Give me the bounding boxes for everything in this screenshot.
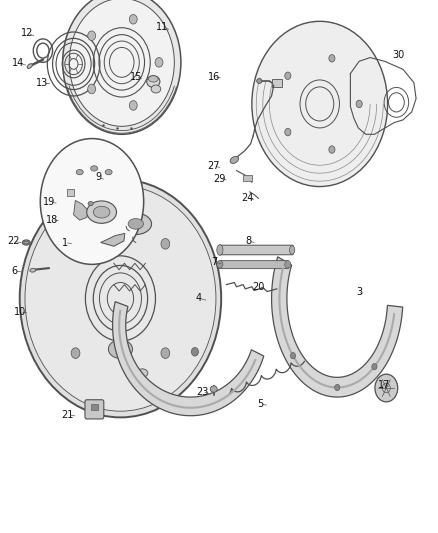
Ellipse shape — [290, 246, 295, 254]
Text: 23: 23 — [196, 387, 208, 397]
Circle shape — [155, 58, 163, 67]
Text: 15: 15 — [130, 72, 142, 82]
Ellipse shape — [230, 156, 239, 164]
Text: 16: 16 — [208, 72, 220, 82]
Circle shape — [88, 84, 95, 94]
Ellipse shape — [20, 180, 221, 417]
Circle shape — [356, 100, 362, 108]
Text: 29: 29 — [213, 174, 225, 183]
Circle shape — [63, 0, 181, 134]
Ellipse shape — [22, 240, 30, 245]
Polygon shape — [113, 302, 264, 416]
Text: 11: 11 — [156, 22, 168, 31]
FancyBboxPatch shape — [67, 189, 74, 196]
Polygon shape — [272, 257, 403, 397]
Text: 22: 22 — [7, 237, 19, 246]
Circle shape — [290, 352, 296, 359]
Ellipse shape — [93, 206, 110, 218]
Ellipse shape — [151, 85, 161, 93]
Circle shape — [335, 384, 340, 391]
Ellipse shape — [88, 201, 93, 206]
Text: 10: 10 — [14, 307, 26, 317]
Ellipse shape — [108, 340, 132, 358]
Ellipse shape — [137, 369, 148, 377]
Circle shape — [329, 54, 335, 62]
FancyBboxPatch shape — [243, 175, 252, 181]
Text: 30: 30 — [392, 51, 405, 60]
Text: 4: 4 — [196, 294, 202, 303]
Text: 9: 9 — [95, 173, 101, 182]
Ellipse shape — [25, 186, 216, 411]
Text: 5: 5 — [258, 399, 264, 409]
Text: 1: 1 — [62, 238, 68, 247]
Circle shape — [329, 146, 335, 154]
Text: 20: 20 — [252, 282, 265, 292]
Circle shape — [161, 348, 170, 359]
Circle shape — [217, 261, 223, 268]
Ellipse shape — [217, 245, 223, 255]
Polygon shape — [101, 233, 125, 246]
Ellipse shape — [91, 166, 98, 171]
Circle shape — [71, 238, 80, 249]
Circle shape — [88, 31, 95, 41]
Circle shape — [129, 14, 137, 24]
Circle shape — [161, 238, 170, 249]
Circle shape — [129, 101, 137, 110]
FancyBboxPatch shape — [91, 404, 98, 410]
FancyBboxPatch shape — [272, 79, 282, 87]
Ellipse shape — [24, 241, 28, 244]
Ellipse shape — [27, 64, 32, 68]
Ellipse shape — [257, 78, 262, 84]
Text: 14: 14 — [12, 58, 25, 68]
Circle shape — [285, 72, 291, 79]
Ellipse shape — [105, 169, 112, 175]
Text: 7: 7 — [212, 257, 218, 267]
Ellipse shape — [30, 268, 36, 272]
Text: 21: 21 — [62, 410, 74, 419]
Ellipse shape — [76, 169, 83, 175]
Text: 12: 12 — [21, 28, 34, 38]
Ellipse shape — [210, 386, 217, 392]
Ellipse shape — [128, 219, 144, 229]
Text: 24: 24 — [241, 193, 254, 203]
Circle shape — [252, 21, 388, 187]
Text: 18: 18 — [46, 215, 58, 224]
FancyBboxPatch shape — [219, 245, 293, 255]
Text: 3: 3 — [356, 287, 362, 297]
Ellipse shape — [87, 201, 117, 223]
Ellipse shape — [147, 76, 160, 87]
Text: 6: 6 — [11, 266, 17, 276]
Circle shape — [375, 374, 398, 402]
Text: 8: 8 — [246, 236, 252, 246]
Circle shape — [191, 348, 198, 356]
Circle shape — [285, 261, 291, 268]
FancyBboxPatch shape — [85, 400, 104, 419]
FancyBboxPatch shape — [219, 261, 289, 269]
Text: 13: 13 — [35, 78, 48, 87]
Ellipse shape — [148, 76, 158, 82]
Circle shape — [40, 139, 144, 264]
Circle shape — [285, 128, 291, 136]
Text: 27: 27 — [208, 161, 220, 171]
Circle shape — [372, 364, 377, 370]
Ellipse shape — [120, 213, 152, 235]
Circle shape — [69, 0, 174, 126]
Polygon shape — [74, 200, 88, 220]
Text: 19: 19 — [43, 197, 56, 207]
Circle shape — [71, 348, 80, 359]
Text: 17: 17 — [378, 380, 391, 390]
